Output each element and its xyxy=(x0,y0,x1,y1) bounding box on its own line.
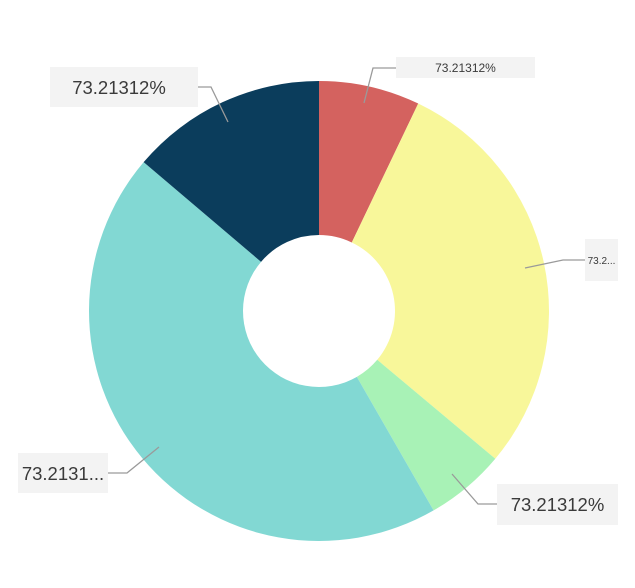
donut-slice-1[interactable] xyxy=(319,81,419,243)
leader-line-slice-1 xyxy=(363,67,396,104)
slices-group xyxy=(89,81,549,541)
data-label-text-slice-5: 73.21312% xyxy=(72,77,166,98)
leader-line-slice-2 xyxy=(524,259,585,269)
data-label-slice-2: 73.2... xyxy=(585,239,618,281)
donut-slice-3[interactable] xyxy=(356,359,496,511)
data-label-text-slice-2: 73.2... xyxy=(588,256,616,267)
donut-slice-5[interactable] xyxy=(143,81,319,262)
data-label-slice-4: 73.2131... xyxy=(18,453,108,493)
donut-slice-2[interactable] xyxy=(351,103,549,459)
data-label-slice-3: 73.21312% xyxy=(497,484,618,525)
donut-slice-4[interactable] xyxy=(89,162,434,541)
leader-line-slice-4 xyxy=(108,446,160,474)
leader-line-slice-5 xyxy=(198,86,229,123)
data-label-text-slice-4: 73.2131... xyxy=(22,463,104,484)
data-label-text-slice-3: 73.21312% xyxy=(511,494,605,515)
data-label-slice-5: 73.21312% xyxy=(50,67,198,107)
data-label-text-slice-1: 73.21312% xyxy=(435,61,496,75)
leader-line-slice-3 xyxy=(451,473,497,505)
data-label-slice-1: 73.21312% xyxy=(396,57,535,78)
